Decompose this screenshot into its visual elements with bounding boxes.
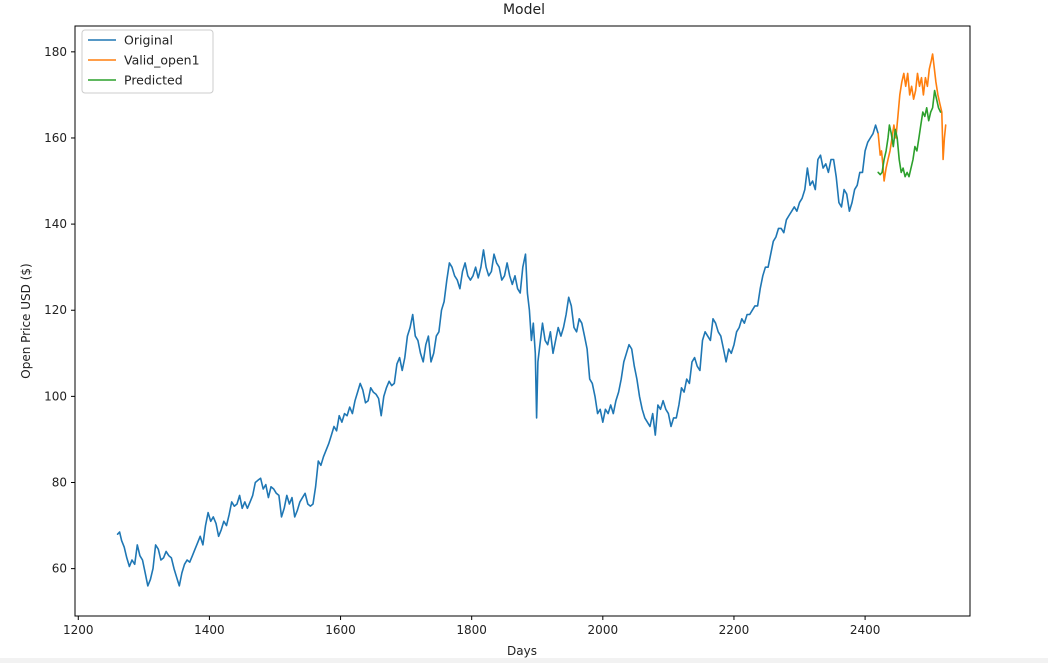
- legend-entry-label: Predicted: [124, 73, 183, 88]
- x-tick-label: 1600: [325, 623, 356, 637]
- output-scroll-edge: [0, 658, 1048, 663]
- plot-frame: [74, 25, 971, 617]
- x-tick-label: 2200: [719, 623, 750, 637]
- y-tick-label: 100: [44, 389, 67, 403]
- x-tick-label: 2000: [588, 623, 619, 637]
- legend-entry-label: Original: [124, 33, 173, 48]
- x-tick-label: 1200: [63, 623, 94, 637]
- series-line-valid-open1: [877, 53, 947, 182]
- y-axis: 60 80 100 120 140 160 180: [44, 45, 75, 576]
- chart-title: Model: [503, 2, 545, 18]
- x-axis-label: Days: [507, 644, 537, 658]
- y-tick-label: 120: [44, 303, 67, 317]
- y-tick-label: 80: [52, 475, 67, 489]
- y-tick-label: 60: [52, 562, 67, 576]
- y-tick-label: 160: [44, 131, 67, 145]
- legend-entry-label: Valid_open1: [124, 53, 200, 68]
- y-axis-label: Open Price USD ($): [19, 263, 33, 378]
- x-tick-label: 1800: [456, 623, 487, 637]
- series-layer: [116, 53, 947, 587]
- series-line-predicted: [877, 89, 942, 178]
- x-tick-label: 1400: [194, 623, 225, 637]
- legend-box: [81, 29, 214, 94]
- legend: Original Valid_open1 Predicted: [81, 29, 214, 94]
- y-tick-label: 180: [44, 45, 67, 59]
- series-line-original: [116, 124, 880, 587]
- x-axis: 1200 1400 1600 1800 2000 2200 2400: [63, 616, 880, 637]
- x-tick-label: 2400: [850, 623, 881, 637]
- y-tick-label: 140: [44, 217, 67, 231]
